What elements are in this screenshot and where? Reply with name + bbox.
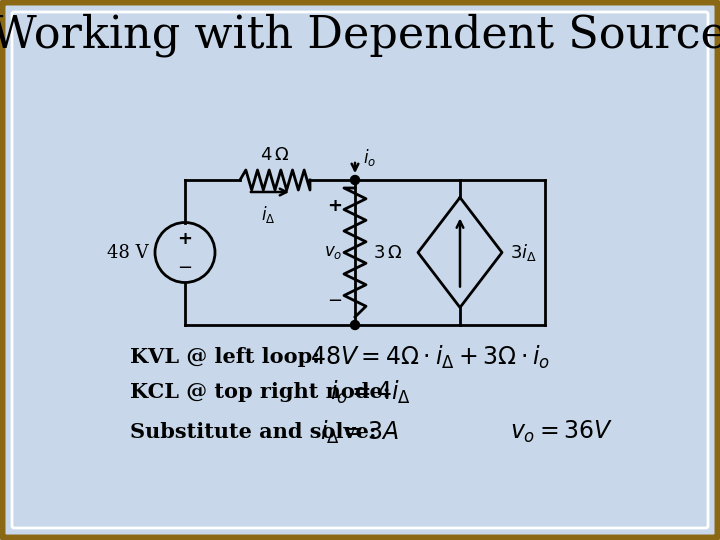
Text: KVL @ left loop:: KVL @ left loop: (130, 347, 320, 367)
Circle shape (351, 176, 359, 185)
Text: $i_{\Delta}$: $i_{\Delta}$ (261, 204, 275, 225)
Text: +: + (328, 197, 343, 215)
Text: $i_o$: $i_o$ (363, 146, 376, 167)
Text: +: + (178, 230, 192, 247)
Text: Substitute and solve:: Substitute and solve: (130, 422, 377, 442)
Text: $-$: $-$ (177, 258, 192, 275)
Text: $v_o = 36V$: $v_o = 36V$ (510, 419, 613, 445)
Text: $3i_{\Delta}$: $3i_{\Delta}$ (510, 242, 537, 263)
Text: $v_o$: $v_o$ (324, 244, 342, 261)
Text: 48 V: 48 V (107, 244, 149, 261)
Text: KCL @ top right node:: KCL @ top right node: (130, 382, 390, 402)
Text: $i_{\Delta} = 3A$: $i_{\Delta} = 3A$ (320, 418, 399, 445)
Text: $4\,\Omega$: $4\,\Omega$ (261, 146, 289, 164)
FancyBboxPatch shape (12, 12, 708, 528)
Text: $-$: $-$ (328, 290, 343, 308)
Text: $48V = 4\Omega \cdot i_{\Delta} + 3\Omega \cdot i_o$: $48V = 4\Omega \cdot i_{\Delta} + 3\Omeg… (310, 343, 550, 370)
Text: $i_o = 4i_{\Delta}$: $i_o = 4i_{\Delta}$ (330, 379, 411, 406)
Circle shape (351, 321, 359, 329)
Text: Working with Dependent Sources: Working with Dependent Sources (0, 13, 720, 57)
Text: $3\,\Omega$: $3\,\Omega$ (373, 244, 402, 261)
